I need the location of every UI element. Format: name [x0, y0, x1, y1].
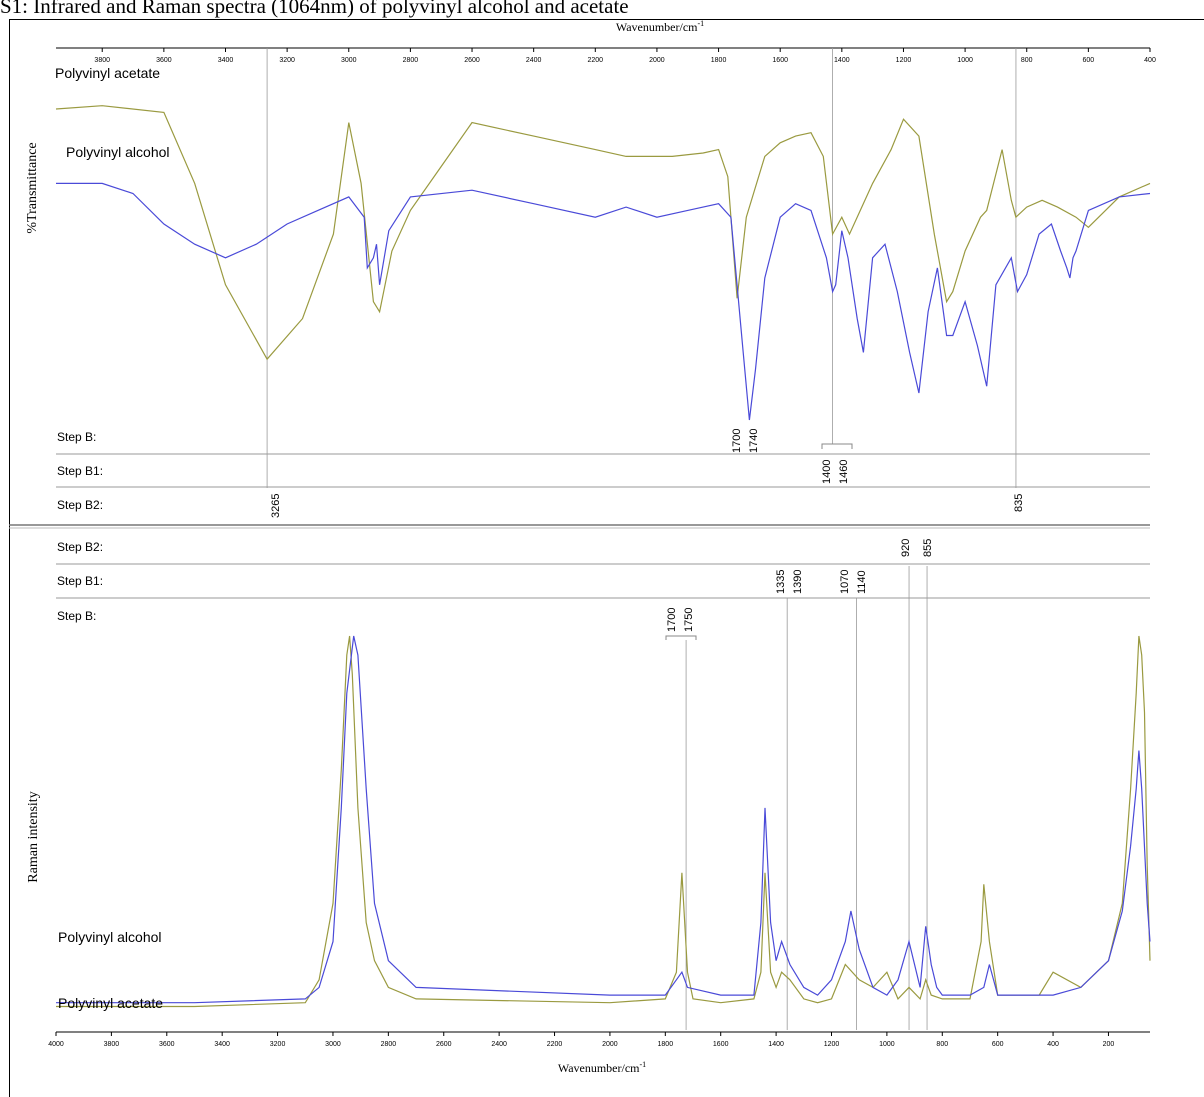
ir-annotation-835: 835 — [1013, 494, 1025, 512]
raman-annotation-1335: 1335 — [775, 570, 787, 594]
raman-xlabel: Wavenumber/cm-1 — [558, 1060, 646, 1075]
ir-ticks-label-3400: 3400 — [218, 57, 234, 64]
ir-ticks-label-1800: 1800 — [711, 57, 727, 64]
raman-annotation-855: 855 — [922, 539, 934, 557]
raman-ticks-label-3400: 3400 — [214, 1041, 230, 1048]
raman-annotation-1390: 1390 — [792, 570, 804, 594]
raman-ticks-label-2200: 2200 — [547, 1041, 563, 1048]
raman-ticks-label-2000: 2000 — [602, 1041, 618, 1048]
raman-ticks-label-2400: 2400 — [491, 1041, 507, 1048]
ir-ticks-label-400: 400 — [1144, 57, 1156, 64]
ir-ticks-label-2400: 2400 — [526, 57, 542, 64]
raman-ticks-label-3200: 3200 — [270, 1041, 286, 1048]
raman-ticks-label-800: 800 — [936, 1041, 948, 1048]
figure-frame — [9, 19, 1204, 1097]
raman-ticks-label-200: 200 — [1103, 1041, 1115, 1048]
ir-series-polyvinyl-acetate — [55, 105, 1151, 361]
ir-annotation-3265: 3265 — [270, 494, 282, 518]
raman-ticks-label-1200: 1200 — [824, 1041, 840, 1048]
ir-ticks-label-1600: 1600 — [772, 57, 788, 64]
raman-ticks-label-4000: 4000 — [48, 1041, 64, 1048]
ir-step-b: Step B: — [57, 430, 96, 444]
ir-guide-lines — [266, 48, 1017, 488]
raman-label-alcohol: Polyvinyl alcohol — [58, 929, 162, 945]
ir-bracket-1400-1460 — [821, 443, 853, 449]
raman-ticks-label-600: 600 — [992, 1041, 1004, 1048]
ir-ticks-label-1400: 1400 — [834, 57, 850, 64]
ir-ticks-label-2800: 2800 — [403, 57, 419, 64]
ir-ticks-label-3800: 3800 — [94, 57, 110, 64]
ir-annotation-1700: 1700 — [731, 429, 743, 453]
figure-title: S1: Infrared and Raman spectra (1064nm) … — [0, 0, 629, 18]
raman-annotation-920: 920 — [900, 539, 912, 557]
raman-ticks-label-3600: 3600 — [159, 1041, 175, 1048]
ir-annotation-1740: 1740 — [748, 429, 760, 453]
raman-annotation-1700: 1700 — [666, 608, 678, 632]
raman-ticks-label-1000: 1000 — [879, 1041, 895, 1048]
ir-label-acetate: Polyvinyl acetate — [55, 65, 160, 81]
ir-series-polyvinyl-alcohol — [56, 182, 1151, 421]
raman-ticks-label-1400: 1400 — [768, 1041, 784, 1048]
raman-annotation-1140: 1140 — [856, 570, 868, 594]
raman-ylabel: Raman intensity — [26, 791, 41, 882]
raman-ticks-label-3800: 3800 — [104, 1041, 120, 1048]
raman-series-polyvinyl-alcohol — [56, 635, 1151, 1004]
ir-annotation-1400: 1400 — [821, 460, 833, 484]
ir-ticks-label-600: 600 — [1083, 57, 1095, 64]
raman-series-polyvinyl-acetate — [56, 635, 1151, 1008]
raman-ticks-label-2800: 2800 — [381, 1041, 397, 1048]
raman-step-b1: Step B1: — [57, 574, 103, 588]
ir-ylabel: %Transmittance — [25, 142, 40, 233]
ir-ticks-label-2200: 2200 — [588, 57, 604, 64]
ir-ticks-label-2000: 2000 — [649, 57, 665, 64]
raman-ticks-label-1600: 1600 — [713, 1041, 729, 1048]
raman-bracket-1700-1750 — [665, 635, 697, 640]
ir-step-b2: Step B2: — [57, 498, 103, 512]
raman-ticks-label-3000: 3000 — [325, 1041, 341, 1048]
ir-xlabel: Wavenumber/cm-1 — [616, 19, 704, 34]
ir-step-b1: Step B1: — [57, 464, 103, 478]
ir-ticks-label-1000: 1000 — [957, 57, 973, 64]
raman-guide-lines — [685, 566, 928, 1030]
raman-ticks-label-400: 400 — [1047, 1041, 1059, 1048]
ir-ticks-label-3600: 3600 — [156, 57, 172, 64]
ir-ticks-label-1200: 1200 — [896, 57, 912, 64]
raman-step-b: Step B: — [57, 609, 96, 623]
ir-annotation-1460: 1460 — [838, 460, 850, 484]
raman-step-b2: Step B2: — [57, 540, 103, 554]
raman-ticks-label-1800: 1800 — [658, 1041, 674, 1048]
ir-label-alcohol: Polyvinyl alcohol — [66, 144, 170, 160]
raman-annotation-1070: 1070 — [839, 570, 851, 594]
ir-ticks: 3800 3600 3400 3200 3000 2800 2600 2400 2200 2000… — [94, 48, 1156, 64]
ir-ticks-label-3200: 3200 — [279, 57, 295, 64]
ir-ticks-label-2600: 2600 — [464, 57, 480, 64]
raman-annotation-1750: 1750 — [683, 608, 695, 632]
raman-label-acetate: Polyvinyl acetate — [58, 995, 163, 1011]
raman-ticks: 4000 3800 3600 3400 3200 3000 2800 2600 2400 2200… — [48, 1032, 1114, 1048]
ir-ticks-label-3000: 3000 — [341, 57, 357, 64]
raman-ticks-label-2600: 2600 — [436, 1041, 452, 1048]
ir-ticks-label-800: 800 — [1021, 57, 1033, 64]
